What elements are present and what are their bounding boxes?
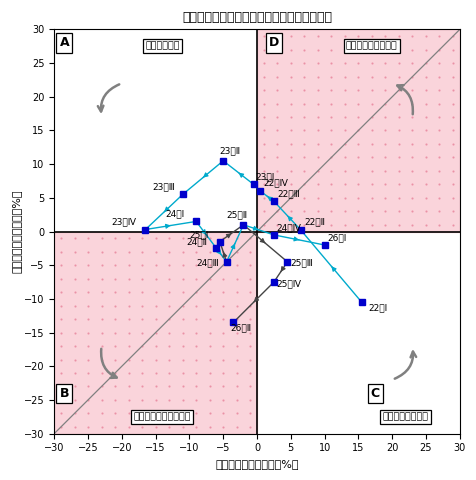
Text: 25年Ⅱ: 25年Ⅱ	[226, 210, 247, 219]
Text: 22年Ⅱ: 22年Ⅱ	[304, 218, 325, 227]
X-axis label: 生産指数前年同期比（%）: 生産指数前年同期比（%）	[215, 459, 298, 469]
Text: 26年Ⅱ: 26年Ⅱ	[229, 324, 250, 333]
Y-axis label: 在庫指数前年同期比（%）: 在庫指数前年同期比（%）	[11, 190, 21, 273]
Text: 23年Ⅲ: 23年Ⅲ	[152, 182, 175, 191]
Text: 25年Ⅲ: 25年Ⅲ	[289, 258, 312, 267]
Text: 24年Ⅳ: 24年Ⅳ	[276, 223, 301, 232]
Text: 在庫積み増し局面: 在庫積み増し局面	[382, 412, 428, 421]
Text: 23年Ⅱ: 23年Ⅱ	[219, 146, 240, 156]
Text: 25年Ⅳ: 25年Ⅳ	[276, 279, 301, 288]
Text: 意図せざる在庫減局面: 意図せざる在庫減局面	[133, 412, 191, 421]
Text: 22年Ⅲ: 22年Ⅲ	[277, 189, 299, 198]
Text: A: A	[60, 36, 69, 49]
Text: 22年Ⅰ: 22年Ⅰ	[368, 303, 387, 312]
Text: 24年Ⅱ: 24年Ⅱ	[186, 237, 207, 246]
Text: 23年Ⅳ: 23年Ⅳ	[111, 218, 137, 227]
Text: 23年Ⅰ: 23年Ⅰ	[255, 172, 275, 181]
Text: D: D	[268, 36, 278, 49]
Text: 26年Ⅰ: 26年Ⅰ	[327, 233, 346, 242]
Text: 在庫積み上がり局面: 在庫積み上がり局面	[345, 42, 397, 51]
Text: C: C	[370, 387, 379, 400]
Title: 生産・在庫の関係と在庫局面（在庫循環図）: 生産・在庫の関係と在庫局面（在庫循環図）	[182, 11, 331, 24]
Text: 22年Ⅳ: 22年Ⅳ	[263, 179, 288, 188]
Text: 25年Ⅰ: 25年Ⅰ	[189, 230, 208, 239]
Text: B: B	[60, 387, 69, 400]
Text: 24年Ⅰ: 24年Ⅰ	[165, 209, 185, 218]
Text: 在庫調整局面: 在庫調整局面	[145, 42, 179, 51]
Text: 24年Ⅲ: 24年Ⅲ	[196, 258, 218, 267]
